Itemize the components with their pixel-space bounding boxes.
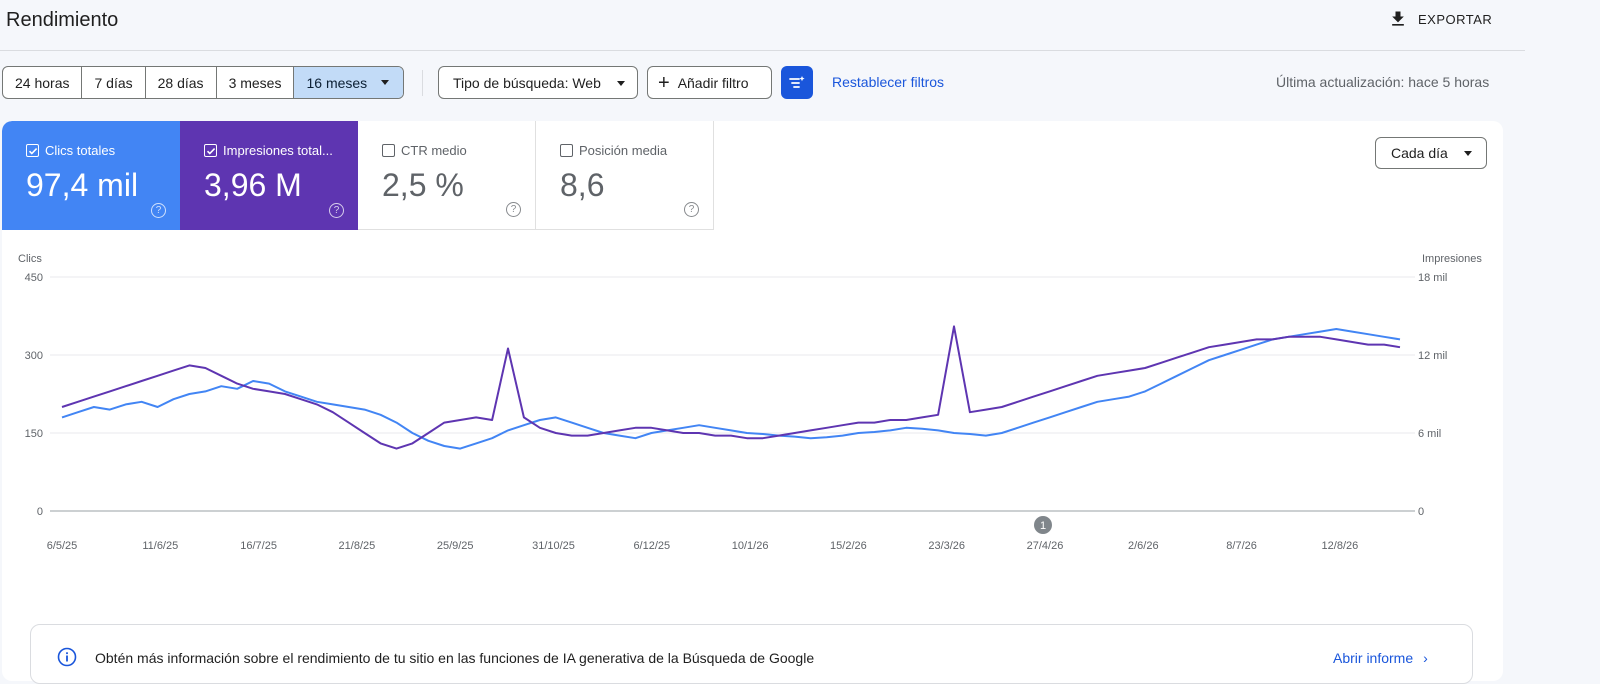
right-tick-label: 18 mil: [1418, 272, 1447, 284]
range-28d-button[interactable]: 28 días: [146, 67, 217, 98]
annotation-marker: [1034, 516, 1052, 534]
x-tick-label: 21/8/25: [339, 540, 376, 552]
metric-header: CTR medio: [382, 143, 535, 158]
granularity-dropdown[interactable]: Cada día: [1375, 137, 1487, 169]
x-tick-label: 25/9/25: [437, 540, 474, 552]
help-icon[interactable]: ?: [151, 203, 166, 218]
reset-filters-link[interactable]: Restablecer filtros: [832, 74, 945, 90]
left-axis-title: Clics: [18, 253, 42, 265]
metric-value: 8,6: [560, 167, 605, 203]
range-24h-button[interactable]: 24 horas: [3, 67, 83, 98]
page-header: Rendimiento EXPORTAR: [0, 0, 1525, 51]
performance-chart: Clics Impresiones 450 18 mil 300 12 mil 150 6 m…: [18, 253, 1482, 552]
right-tick-label: 6 mil: [1418, 428, 1441, 440]
left-tick-label: 450: [25, 272, 43, 284]
metric-card-ctr[interactable]: CTR medio 2,5 % ?: [358, 121, 536, 230]
x-tick-label: 23/3/26: [928, 540, 965, 552]
help-icon[interactable]: ?: [506, 202, 521, 217]
impressions-series-line: [61, 325, 1401, 450]
x-tick-label: 31/10/25: [532, 540, 575, 552]
left-tick-label: 150: [25, 428, 43, 440]
checkbox-checked-icon: [26, 144, 39, 157]
download-icon: [1392, 11, 1404, 26]
date-range-group: 24 horas 7 días 28 días 3 meses 16 meses: [2, 66, 405, 99]
search-type-dropdown[interactable]: Tipo de búsqueda: Web: [438, 66, 638, 99]
add-filter-button[interactable]: + Añadir filtro: [647, 66, 772, 99]
x-tick-label: 6/12/25: [633, 540, 670, 552]
left-tick-label: 0: [37, 506, 43, 518]
help-icon[interactable]: ?: [329, 203, 344, 218]
left-tick-label: 300: [25, 350, 43, 362]
metric-value: 2,5 %: [382, 167, 464, 203]
caret-down-icon: [617, 81, 625, 86]
annotation-label: 1: [1040, 520, 1046, 532]
range-16m-label: 16 meses: [306, 74, 368, 91]
open-report-label: Abrir informe: [1333, 650, 1414, 666]
granularity-label: Cada día: [1391, 145, 1448, 161]
checkbox-unchecked-icon: [382, 144, 395, 157]
metric-header: Impresiones total...: [204, 143, 358, 158]
metric-header: Posición media: [560, 143, 713, 158]
range-7d-button[interactable]: 7 días: [82, 67, 146, 98]
export-button[interactable]: EXPORTAR: [1388, 6, 1492, 32]
metric-card-impressions[interactable]: Impresiones total... 3,96 M ?: [180, 121, 358, 230]
right-axis-title: Impresiones: [1422, 253, 1482, 265]
metric-label: Posición media: [579, 143, 668, 158]
x-tick-label: 2/6/26: [1128, 540, 1159, 552]
filter-settings-button[interactable]: [781, 66, 813, 99]
x-tick-label: 6/5/25: [47, 540, 78, 552]
plus-icon: +: [658, 71, 670, 94]
chevron-right-icon: ›: [1423, 650, 1428, 666]
checkbox-checked-icon: [204, 144, 217, 157]
metric-label: Impresiones total...: [223, 143, 333, 158]
metric-label: Clics totales: [45, 143, 116, 158]
info-banner: Obtén más información sobre el rendimien…: [30, 624, 1473, 684]
right-tick-label: 0: [1418, 506, 1424, 518]
caret-down-icon: [381, 80, 390, 85]
add-filter-label: Añadir filtro: [677, 74, 749, 91]
caret-down-icon: [1464, 151, 1472, 156]
open-report-link[interactable]: Abrir informe ›: [1333, 650, 1428, 666]
metric-value: 97,4 mil: [26, 167, 139, 203]
performance-card: Clics totales 97,4 mil ? Impresiones tot…: [2, 121, 1503, 681]
x-tick-label: 27/4/26: [1027, 540, 1064, 552]
clicks-series-line: [61, 328, 1401, 450]
metric-card-position[interactable]: Posición media 8,6 ?: [536, 121, 714, 230]
range-16m-button[interactable]: 16 meses: [294, 67, 404, 98]
toolbar-divider: [422, 70, 423, 96]
search-type-label: Tipo de búsqueda: Web: [453, 74, 601, 91]
x-tick-label: 12/8/26: [1322, 540, 1359, 552]
info-icon: [57, 647, 77, 667]
x-tick-label: 15/2/26: [830, 540, 867, 552]
help-icon[interactable]: ?: [684, 202, 699, 217]
checkbox-unchecked-icon: [560, 144, 573, 157]
range-3m-button[interactable]: 3 meses: [217, 67, 295, 98]
x-tick-label: 11/6/25: [142, 540, 178, 552]
x-tick-label: 10/1/26: [732, 540, 769, 552]
metric-value: 3,96 M: [204, 167, 302, 203]
x-tick-label: 8/7/26: [1226, 540, 1257, 552]
right-tick-label: 12 mil: [1418, 350, 1447, 362]
metric-card-clicks[interactable]: Clics totales 97,4 mil ?: [2, 121, 180, 230]
export-label: EXPORTAR: [1418, 11, 1493, 27]
last-update-text: Última actualización: hace 5 horas: [1276, 74, 1490, 90]
filter-sparkle-icon: [789, 75, 805, 88]
page-title: Rendimiento: [6, 9, 119, 31]
metric-header: Clics totales: [26, 143, 180, 158]
metric-label: CTR medio: [401, 143, 467, 158]
info-banner-text: Obtén más información sobre el rendimien…: [95, 650, 815, 666]
x-tick-label: 16/7/25: [240, 540, 277, 552]
